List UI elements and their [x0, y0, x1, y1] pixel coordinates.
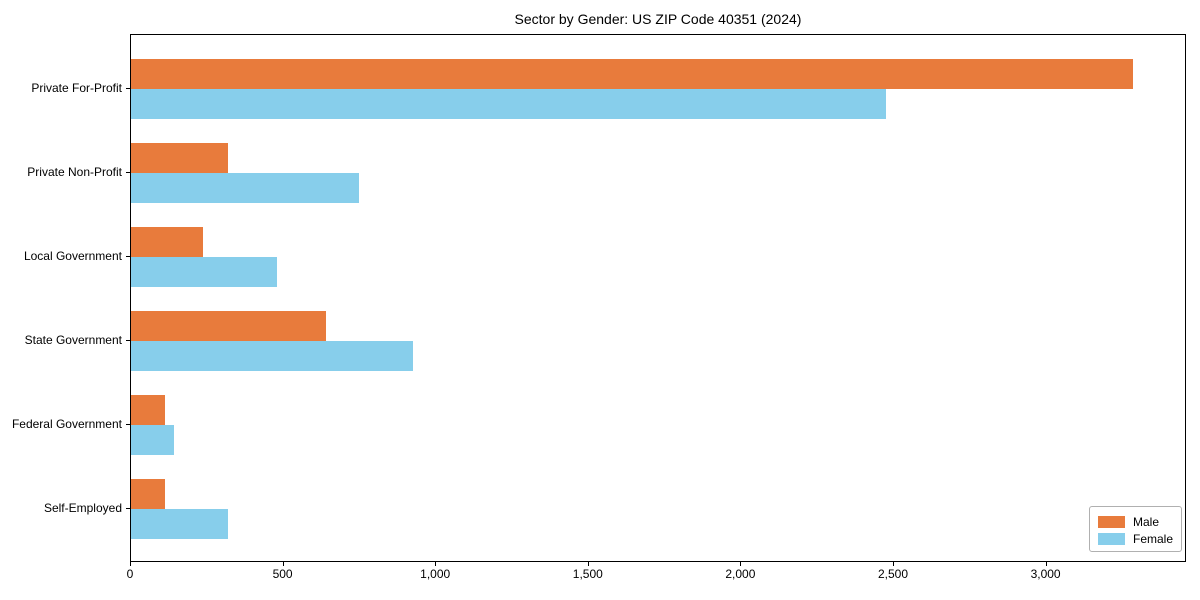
y-tick-label-state-government: State Government	[24, 333, 122, 347]
legend-entry-female: Female	[1098, 530, 1173, 547]
legend-swatch-female	[1098, 532, 1125, 545]
bar-female-local-government	[131, 257, 278, 287]
bar-female-private-for-profit	[131, 89, 887, 119]
bar-female-self-employed	[131, 509, 229, 539]
plot-area	[130, 34, 1186, 562]
y-tick-mark	[126, 340, 130, 341]
y-tick-mark	[126, 256, 130, 257]
x-tick-mark	[893, 562, 894, 566]
legend-swatch-male	[1098, 515, 1125, 528]
chart-title: Sector by Gender: US ZIP Code 40351 (202…	[514, 11, 802, 27]
bar-male-private-non-profit	[131, 143, 229, 173]
x-tick-mark	[1045, 562, 1047, 566]
bar-female-state-government	[131, 341, 413, 371]
legend: Male Female	[1089, 506, 1182, 552]
legend-label-male: Male	[1133, 514, 1160, 529]
bar-female-private-non-profit	[131, 173, 360, 203]
x-tick-label-3-000: 3,000	[1030, 567, 1061, 581]
x-tick-label-1-000: 1,000	[420, 567, 451, 581]
y-tick-label-federal-government: Federal Government	[11, 417, 122, 431]
bar-female-federal-government	[131, 425, 174, 455]
bar-male-local-government	[131, 227, 203, 257]
y-tick-mark	[126, 424, 130, 425]
x-tick-label-500: 500	[272, 567, 293, 581]
legend-label-female: Female	[1133, 531, 1174, 546]
x-tick-mark	[740, 562, 742, 566]
y-tick-mark	[126, 508, 130, 509]
bar-male-state-government	[131, 311, 326, 341]
bar-male-federal-government	[131, 395, 165, 425]
y-tick-label-private-for-profit: Private For-Profit	[31, 81, 122, 95]
x-tick-mark	[130, 562, 131, 566]
x-tick-mark	[435, 562, 437, 566]
bar-male-private-for-profit	[131, 59, 1134, 89]
bar-male-self-employed	[131, 479, 165, 509]
y-tick-label-self-employed: Self-Employed	[43, 501, 122, 515]
x-tick-label-2-500: 2,500	[877, 567, 909, 581]
y-tick-mark	[126, 88, 130, 89]
y-tick-label-private-non-profit: Private Non-Profit	[27, 165, 122, 179]
legend-entry-male: Male	[1098, 513, 1173, 530]
x-tick-label-0: 0	[126, 567, 134, 581]
y-tick-label-local-government: Local Government	[23, 249, 122, 263]
y-tick-mark	[126, 172, 130, 173]
x-tick-mark	[282, 562, 284, 566]
x-tick-label-2-000: 2,000	[725, 567, 756, 581]
x-tick-label-1-500: 1,500	[572, 567, 603, 581]
x-tick-mark	[587, 562, 589, 566]
